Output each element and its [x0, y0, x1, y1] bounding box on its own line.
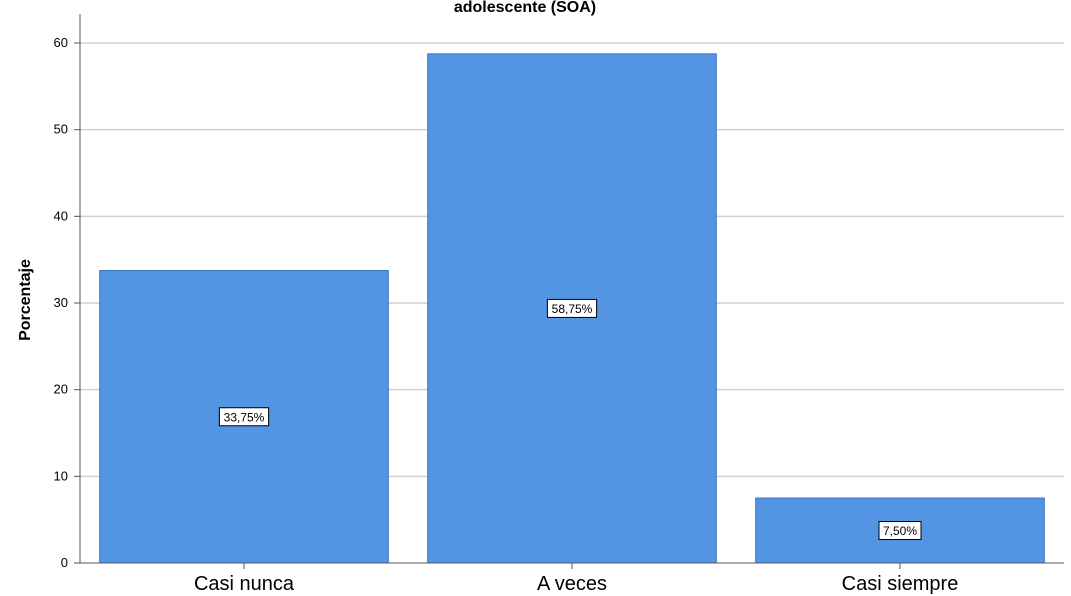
y-axis-ticks: 0 10 20 30 40 50 60	[54, 35, 80, 570]
y-tick-label: 30	[54, 295, 68, 310]
data-label: 7,50%	[883, 524, 917, 538]
chart-title: adolescente (SOA)	[454, 0, 596, 16]
data-label-box	[878, 521, 922, 540]
data-label: 58,75%	[552, 302, 593, 316]
x-tick-label: A veces	[537, 573, 607, 595]
y-tick-label: 20	[54, 382, 68, 397]
bars: 33,75% 58,75% 7,50%	[99, 53, 1045, 564]
data-label: 33,75%	[224, 410, 265, 424]
data-label-box	[546, 298, 598, 318]
axes	[79, 14, 1064, 564]
y-axis-label: Porcentaje	[17, 259, 34, 341]
x-tick-label: Casi nunca	[194, 573, 295, 595]
data-label-box	[218, 407, 270, 427]
y-tick-label: 40	[54, 208, 68, 223]
y-tick-label: 60	[54, 35, 68, 50]
x-tick-label: Casi siempre	[842, 573, 959, 595]
y-tick-label: 0	[61, 555, 68, 570]
y-tick-label: 10	[54, 468, 68, 483]
x-axis-labels: Casi nunca A veces Casi siempre	[194, 563, 958, 595]
y-tick-label: 50	[54, 122, 68, 137]
